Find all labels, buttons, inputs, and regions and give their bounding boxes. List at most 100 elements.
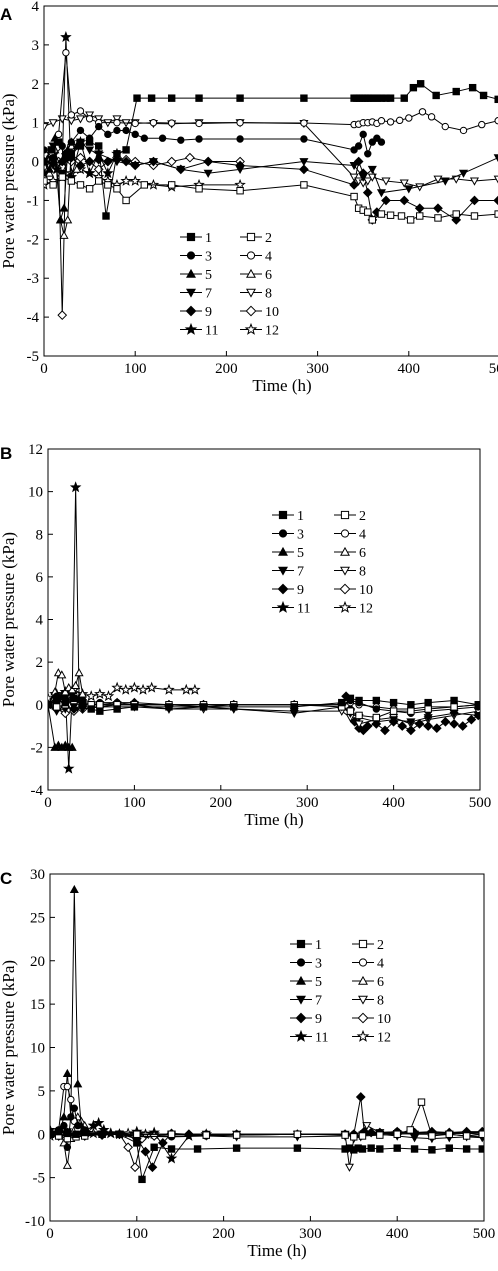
series-point-7 [389, 716, 399, 725]
y-tick-label: 30 [30, 867, 45, 883]
series-point-1 [87, 705, 95, 713]
series-point-9 [147, 1162, 158, 1173]
x-tick-label: 200 [212, 1226, 235, 1242]
series-point-1 [400, 94, 408, 102]
y-tick-label: -3 [27, 271, 40, 287]
series-point-2 [346, 707, 355, 715]
series-point-1 [232, 1144, 241, 1152]
series-point-2 [377, 210, 386, 218]
series-group [48, 481, 480, 774]
series-point-10 [185, 152, 195, 163]
y-tick-label: 8 [36, 527, 44, 543]
series-point-1 [52, 696, 61, 705]
legend-marker-1 [296, 939, 306, 949]
series-line-4 [50, 1086, 483, 1135]
series-point-1 [478, 1145, 484, 1153]
series-point-8 [48, 119, 58, 128]
series-point-1 [367, 1144, 375, 1152]
legend-label-1: 1 [205, 231, 212, 246]
series-point-6 [57, 670, 67, 679]
legend-marker-4 [246, 251, 256, 260]
series-point-9 [203, 156, 214, 167]
series-point-1 [133, 94, 141, 102]
legend-label-12: 12 [265, 324, 279, 339]
series-point-2 [167, 1130, 176, 1138]
plot-frame [49, 873, 485, 1222]
series-point-1 [167, 94, 176, 102]
series-point-11 [60, 31, 72, 43]
series-point-12 [48, 692, 54, 704]
legend-marker-10 [245, 305, 257, 317]
legend-marker-12 [356, 1029, 370, 1042]
series-point-2 [428, 1132, 436, 1140]
series-point-3 [158, 134, 167, 142]
legend-marker-4 [340, 529, 350, 538]
series-point-4 [300, 119, 308, 127]
series-point-2 [364, 208, 372, 216]
series-point-2 [167, 181, 176, 189]
series-point-11 [104, 1127, 117, 1139]
series-point-6 [63, 215, 73, 224]
legend-marker-1 [278, 510, 288, 520]
legend-label-11: 11 [315, 1031, 328, 1046]
legend-label-1: 1 [297, 509, 304, 524]
series-point-1 [372, 696, 381, 705]
series-point-1 [386, 94, 395, 102]
legend-label-6: 6 [377, 975, 384, 990]
series-point-1 [424, 698, 432, 707]
series-point-1 [199, 703, 208, 711]
series-line-9 [44, 157, 498, 222]
series-point-2 [85, 185, 94, 193]
series-point-7 [349, 162, 359, 171]
y-tick-label: -1 [27, 193, 40, 209]
series-point-3 [74, 1121, 82, 1130]
series-point-4 [63, 1082, 72, 1091]
series-point-1 [81, 1128, 89, 1137]
legend-label-5: 5 [297, 546, 304, 561]
series-line-4 [44, 52, 498, 162]
series-point-2 [470, 212, 479, 220]
series-point-2 [386, 211, 395, 219]
legend-marker-3 [278, 529, 288, 538]
series-point-4 [62, 48, 70, 57]
series-point-3 [372, 705, 381, 713]
series-point-3 [131, 130, 139, 139]
series-point-9 [440, 716, 451, 727]
series-point-1 [407, 701, 415, 709]
series-point-1 [61, 698, 69, 707]
legend-marker-5 [296, 975, 306, 985]
series-point-2 [202, 1131, 210, 1139]
series-line-1 [48, 697, 479, 712]
series-point-12 [120, 174, 132, 186]
legend-label-10: 10 [359, 583, 373, 598]
x-tick-label: 500 [473, 1226, 496, 1242]
series-point-7 [376, 189, 386, 198]
series-line-3 [50, 1106, 483, 1148]
legend-marker-2 [246, 232, 256, 242]
series-point-9 [299, 164, 309, 175]
series-point-1 [445, 1144, 453, 1152]
legend-label-10: 10 [265, 305, 279, 320]
series-point-3 [377, 138, 386, 146]
series-point-11 [165, 1152, 178, 1164]
series-point-6 [67, 685, 77, 694]
series-point-9 [140, 1146, 151, 1157]
x-tick-label: 300 [296, 795, 319, 811]
series-point-1 [133, 1139, 141, 1147]
series-point-1 [452, 87, 460, 96]
series-point-4 [149, 118, 158, 127]
x-tick-label: 500 [469, 795, 492, 811]
y-axis-title: Pore water pressure (kPa) [0, 93, 18, 268]
legend-label-4: 4 [359, 528, 366, 543]
series-point-2 [397, 212, 406, 220]
series-point-3 [140, 134, 149, 142]
x-tick-label: 400 [398, 361, 421, 377]
series-point-1 [474, 701, 480, 709]
y-tick-label: 3 [32, 38, 40, 54]
legend-marker-7 [296, 995, 306, 1005]
series-point-9 [466, 714, 477, 725]
series-point-1 [72, 1130, 80, 1138]
series-point-7 [367, 165, 377, 175]
series-point-1 [167, 1145, 176, 1153]
